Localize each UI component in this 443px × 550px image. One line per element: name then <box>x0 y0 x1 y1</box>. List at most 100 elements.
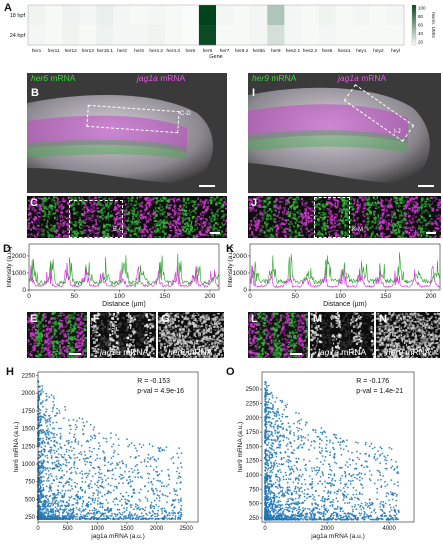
scatter-point <box>289 472 292 475</box>
x-axis-label: Distance (µm) <box>102 301 146 308</box>
scatter-point <box>109 463 112 466</box>
scatter-point <box>344 474 347 477</box>
panel-label-I: I <box>252 87 256 99</box>
scatter-point <box>177 499 180 501</box>
scatter-point <box>278 518 281 521</box>
scatter-point <box>384 467 387 470</box>
scatter-point <box>389 491 392 493</box>
scatter-point <box>87 501 90 503</box>
roi-box-C <box>69 200 123 238</box>
scatter-point <box>140 461 143 464</box>
scatter-point <box>72 418 75 421</box>
scatter-point <box>289 497 291 500</box>
scatter-point <box>330 518 333 521</box>
scatter-point <box>301 473 304 476</box>
scatter-point <box>288 441 291 444</box>
scatter-point <box>163 507 166 510</box>
scatter-point <box>53 404 55 407</box>
scatter-point <box>127 515 130 518</box>
scatter-point <box>265 448 267 451</box>
scatter-point <box>264 492 267 495</box>
scatter-point <box>390 509 393 511</box>
scatter-point <box>281 518 284 521</box>
scatter-point <box>67 513 70 516</box>
heatmap-gene-label: her13 <box>82 48 95 54</box>
scatter-point <box>306 493 308 496</box>
scatter-point <box>61 500 63 503</box>
scatter-point <box>48 495 51 498</box>
scatter-point <box>275 462 278 465</box>
scatter-point <box>58 427 60 430</box>
scatter-point <box>56 496 58 499</box>
scatter-point <box>93 447 95 450</box>
scatter-point <box>280 457 283 459</box>
scatter-point <box>111 462 114 465</box>
scatter-point <box>157 509 160 512</box>
scatter-point <box>292 470 295 473</box>
scatter-point <box>152 505 154 508</box>
scatter-point <box>45 494 48 497</box>
scatter-point <box>161 512 164 515</box>
scatter-point <box>303 492 306 495</box>
scatter-point <box>266 406 269 409</box>
scatter-point <box>286 487 289 489</box>
panel-label-K: K <box>226 243 234 255</box>
image-G: G her6 mRNA <box>158 312 224 358</box>
scatter-point <box>396 481 399 483</box>
scatter-point <box>93 501 96 504</box>
scatter-point <box>339 437 342 440</box>
scatter-point <box>391 517 393 520</box>
scatter-point <box>39 496 41 498</box>
scatter-point <box>359 452 362 455</box>
scatter-point <box>368 470 371 472</box>
scatter-point <box>291 507 293 510</box>
heatmap-cell <box>284 5 302 26</box>
scatter-point <box>264 432 266 435</box>
heatmap-cell <box>284 25 302 46</box>
scatter-point <box>363 513 366 516</box>
scatter-point <box>38 465 40 467</box>
scatter-point <box>373 518 375 521</box>
scatter-point <box>65 440 68 442</box>
panel-label-N: N <box>379 313 387 325</box>
heatmap-gene-label: hes6 <box>322 48 333 54</box>
scatter-point <box>81 418 84 420</box>
scatter-point <box>41 493 44 496</box>
scatter-point <box>355 463 358 465</box>
scatter-point <box>39 516 42 519</box>
scatter-point <box>140 515 143 518</box>
scatter-point <box>321 496 324 499</box>
heatmap-cell <box>386 25 405 46</box>
scatter-point <box>322 512 325 515</box>
scatter-point <box>311 511 314 513</box>
scatter-point <box>108 490 110 493</box>
scatter-point <box>68 461 70 464</box>
y-tick-label: 2000 <box>246 416 260 422</box>
scatter-point <box>336 507 339 509</box>
scatter-point <box>312 428 315 431</box>
scatter-point <box>272 417 274 420</box>
scatter-point <box>267 492 269 495</box>
heatmap-cell <box>79 25 97 46</box>
embryo-left-graphic <box>27 73 227 193</box>
scatter-point <box>97 492 100 495</box>
scatter-point <box>333 511 335 514</box>
scatter-point <box>324 508 327 511</box>
panel-label-H: H <box>6 366 14 378</box>
scatter-point <box>133 514 136 517</box>
scatter-point <box>275 516 277 519</box>
scatter-point <box>348 516 351 519</box>
panel-label-O: O <box>226 366 235 378</box>
scatter-point <box>179 462 182 464</box>
scatter-point <box>269 424 271 426</box>
scatter-point <box>327 491 330 494</box>
heatmap-cell <box>198 25 217 46</box>
scatter-point <box>40 389 43 392</box>
scatter-point <box>274 412 276 415</box>
scatter-point <box>266 403 269 406</box>
scalebar-B <box>199 185 215 187</box>
scatter-point <box>45 518 48 520</box>
scatter-point <box>116 513 119 516</box>
scatter-point <box>41 505 44 508</box>
scatter-point <box>156 515 159 518</box>
